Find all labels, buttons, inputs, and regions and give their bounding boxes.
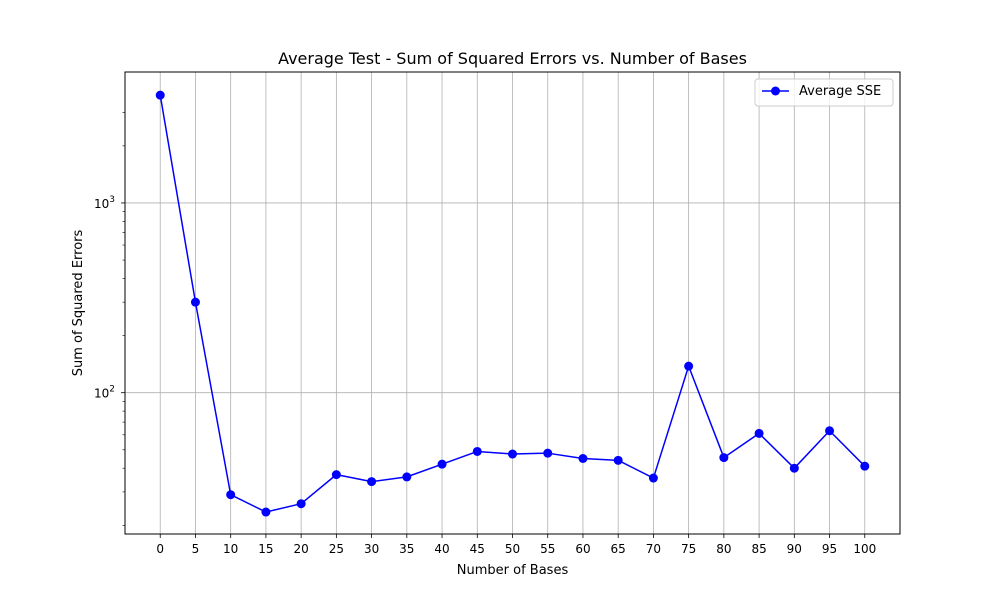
data-point	[825, 426, 835, 436]
data-point	[190, 297, 200, 307]
legend-marker	[771, 86, 780, 96]
legend-box	[754, 78, 894, 107]
data-point	[719, 453, 729, 463]
x-tick-label: 30	[364, 542, 379, 556]
data-point	[155, 90, 165, 100]
x-tick-label: 65	[611, 542, 626, 556]
x-tick-label: 70	[646, 542, 661, 556]
x-tick-label: 60	[575, 542, 590, 556]
data-point	[754, 428, 764, 438]
x-tick-label: 10	[223, 542, 238, 556]
x-tick-label: 90	[787, 542, 802, 556]
data-point	[789, 463, 799, 473]
data-point	[860, 461, 870, 471]
data-point	[543, 448, 553, 458]
x-tick-label: 50	[505, 542, 520, 556]
x-tick-label: 15	[258, 542, 273, 556]
chart-title: Average Test - Sum of Squared Errors vs.…	[278, 49, 747, 68]
x-tick-label: 45	[470, 542, 485, 556]
x-tick-label: 40	[434, 542, 449, 556]
data-point	[648, 473, 658, 483]
axes: 0 5 10 15 20 25 30 35 40 45 50 55 60 65 70 75 80 85 90 95 10…	[94, 112, 876, 556]
x-tick-label: 80	[716, 542, 731, 556]
x-tick-label: 95	[822, 542, 837, 556]
data-point	[684, 361, 694, 371]
data-point	[472, 446, 482, 456]
x-axis-label: Number of Bases	[457, 563, 569, 578]
y-tick-label: 103	[94, 195, 115, 211]
x-tick-label: 5	[192, 542, 200, 556]
y-axis-label: Sum of Squared Errors	[71, 229, 86, 376]
data-point	[331, 470, 341, 480]
data-point	[296, 499, 306, 509]
data-point	[508, 449, 517, 459]
data-point	[613, 455, 623, 465]
y-tick-label: 102	[94, 385, 115, 401]
data-point	[437, 459, 447, 469]
x-tick-label: 20	[293, 542, 308, 556]
legend: Average SSE	[754, 78, 894, 107]
x-tick-label: 85	[751, 542, 766, 556]
x-tick-label: 0	[156, 542, 164, 556]
x-tick-label: 35	[399, 542, 414, 556]
data-point	[367, 477, 377, 487]
x-tick-label: 55	[540, 542, 555, 556]
x-tick-label: 75	[681, 542, 696, 556]
series-layer	[155, 90, 870, 517]
x-tick-label: 25	[329, 542, 344, 556]
data-point	[226, 490, 236, 500]
data-point	[402, 472, 412, 482]
legend-label: Average SSE	[799, 84, 881, 99]
data-point	[578, 453, 588, 463]
data-point	[261, 507, 271, 517]
x-tick-label: 100	[853, 542, 876, 556]
